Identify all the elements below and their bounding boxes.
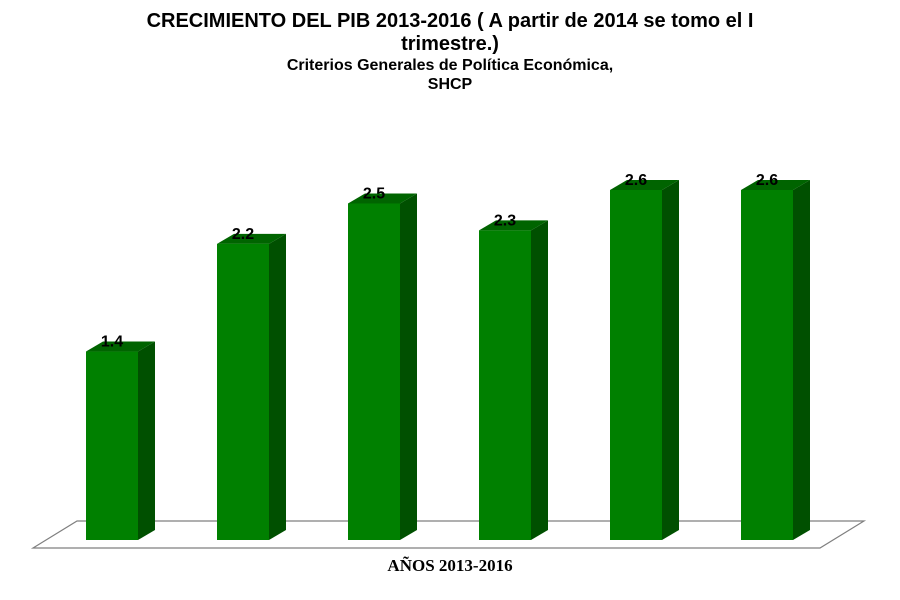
bar-6: 2.6 (741, 172, 810, 540)
data-label-2: 2.2 (232, 226, 254, 243)
bar-top-2 (217, 233, 286, 244)
chart-title-block: CRECIMIENTO DEL PIB 2013-2016 ( A partir… (0, 10, 900, 94)
bar-1: 1.4 (86, 334, 155, 540)
data-label-1: 1.4 (101, 334, 123, 351)
bar-front-3 (348, 203, 400, 540)
bar-3: 2.5 (348, 185, 417, 540)
bar-top-6 (741, 180, 810, 190)
bar-5: 2.6 (610, 172, 679, 540)
data-label-5: 2.6 (625, 172, 647, 189)
bar-group: 1.4 2.2 2.5 2.3 2.6 2.6 (86, 172, 810, 540)
bar-front-1 (86, 351, 138, 540)
chart-title-line-2: trimestre.) (401, 33, 499, 55)
data-label-4: 2.3 (494, 212, 516, 229)
chart-title-line-1: CRECIMIENTO DEL PIB 2013-2016 ( A partir… (146, 10, 754, 32)
bar-top-4 (479, 220, 548, 231)
bar-front-5 (610, 190, 662, 540)
bar-top-5 (610, 180, 679, 190)
bar-top-3 (348, 193, 417, 204)
chart-subtitle-line-2: SHCP (427, 76, 473, 93)
chart-floor (30, 520, 867, 549)
bar-front-2 (217, 243, 269, 540)
bar-side-5 (662, 180, 679, 540)
chart-subtitle-line-1: Criterios Generales de Política Económic… (286, 57, 614, 74)
bar-front-4 (479, 230, 531, 540)
bar-side-6 (793, 180, 810, 540)
bar-top-1 (86, 341, 155, 352)
data-label-6: 2.6 (756, 172, 778, 189)
x-axis-label: AÑOS 2013-2016 (387, 556, 513, 575)
bar-2: 2.2 (217, 226, 286, 540)
bar-4: 2.3 (479, 212, 548, 540)
bar-side-4 (531, 220, 548, 540)
bar-side-2 (269, 233, 286, 540)
bar-front-6 (741, 190, 793, 540)
bar-side-1 (138, 341, 155, 540)
bar-side-3 (400, 193, 417, 540)
data-label-3: 2.5 (363, 185, 385, 202)
